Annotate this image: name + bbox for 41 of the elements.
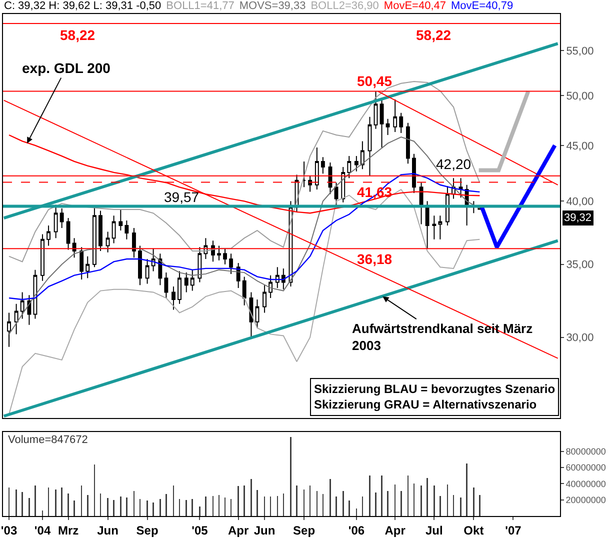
y-tick-label: 55,00 [566, 45, 594, 58]
y-tick-label: 45,00 [566, 140, 594, 152]
y-tick-label: 40000000 [566, 478, 606, 489]
annotation: Aufwärtstrendkanal seit März 2003 [352, 321, 534, 353]
y-tick-label: 20000000 [566, 495, 606, 505]
x-tick-label: '04 [34, 523, 51, 538]
text: 39,32 [564, 212, 592, 224]
annotation: 50,45 [357, 73, 392, 89]
annotation: 42,20 [436, 156, 472, 172]
text: BOLL2=36,90 [310, 0, 379, 12]
x-tick-label: '03 [0, 523, 18, 538]
y-tick-label: 30,00 [566, 332, 594, 344]
y-tick-label: 50,00 [566, 90, 594, 102]
text: BOLL1=41,77 [166, 0, 234, 12]
x-tick-label: Mrz [58, 523, 79, 538]
annotation: 58,22 [60, 27, 96, 43]
y-tick-label: 60000000 [566, 462, 606, 473]
y-tick-label: 35,00 [566, 259, 594, 272]
annotation: exp. GDL 200 [22, 60, 111, 76]
x-tick-label: '07 [505, 523, 522, 538]
y-tick-label: 80000000 [566, 446, 606, 457]
x-tick-label: Apr [228, 523, 249, 538]
x-tick-label: Apr [384, 523, 406, 538]
x-tick-label: Jun [97, 523, 118, 538]
text: MOVS=39,33 [239, 0, 306, 12]
y-tick-label: 40,00 [566, 196, 594, 208]
text: MovE=40,79 [451, 0, 514, 12]
annotation: Volume=847672 [8, 434, 88, 446]
x-tick-label: Okt [464, 523, 484, 538]
chart-subtitle: C: 39,32 H: 39,62 L: 39,31 -0,50 [4, 0, 162, 12]
annotation: 36,18 [357, 251, 392, 267]
x-tick-label: Sep [136, 523, 158, 538]
x-tick-label: Sep [293, 523, 316, 538]
annotation: 39,57 [164, 189, 200, 205]
text: MovE=40,47 [384, 0, 446, 12]
x-tick-label: '06 [348, 523, 365, 538]
x-tick-label: Jul [426, 523, 443, 538]
annotation: 58,22 [416, 27, 452, 43]
x-tick-label: Jun [254, 523, 276, 538]
x-tick-label: '05 [192, 523, 208, 538]
annotation: Skizzierung BLAU = bevorzugtes Szenario Skizzierung GRAU = Alternativszenario [314, 382, 556, 412]
